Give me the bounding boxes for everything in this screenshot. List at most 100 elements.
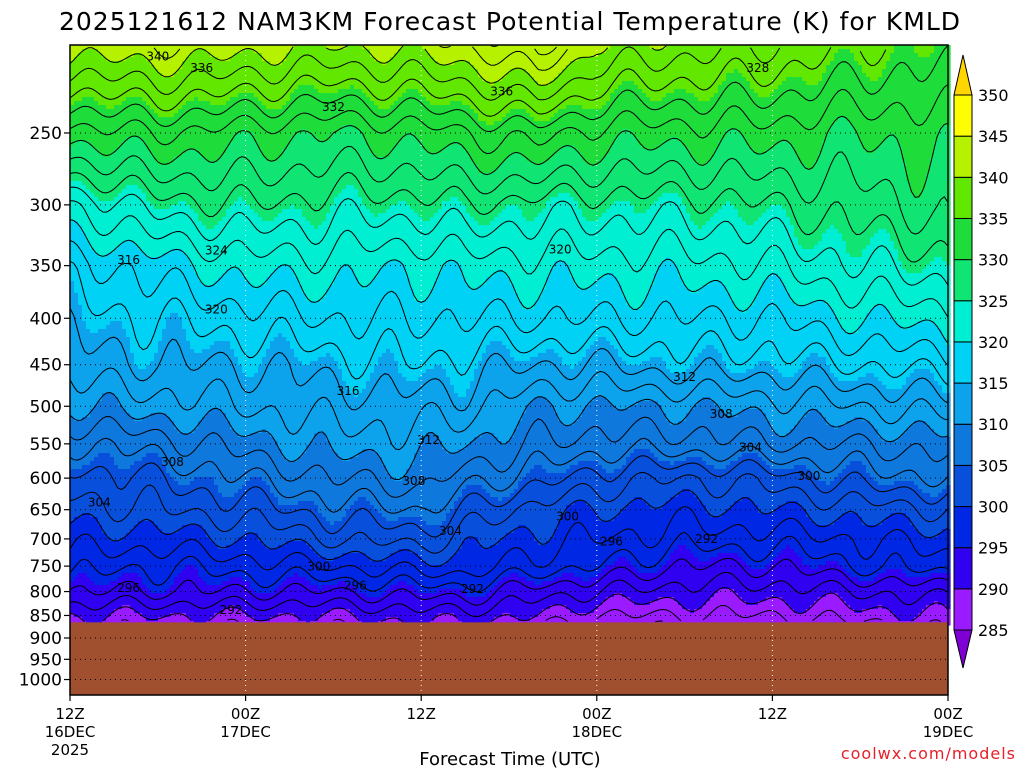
colorbar-arrow-low <box>953 629 973 669</box>
contour-label: 300 <box>556 509 579 523</box>
y-tick-label: 500 <box>30 397 62 417</box>
colorbar-swatch <box>953 135 973 178</box>
x-tick-time: 00Z <box>933 705 962 723</box>
colorbar-swatch <box>953 94 973 137</box>
x-tick-date: 17DEC <box>220 723 271 741</box>
contour-label: 332 <box>322 100 345 114</box>
temperature-fill <box>70 45 951 626</box>
contour-label: 308 <box>161 455 184 469</box>
y-tick-label: 850 <box>30 606 62 626</box>
colorbar-swatch <box>953 217 973 261</box>
contour-label: 292 <box>695 532 718 546</box>
colorbar-label: 310 <box>978 415 1009 434</box>
colorbar-label: 345 <box>978 127 1009 146</box>
contour-line-342 <box>153 45 568 71</box>
y-tick-label: 600 <box>30 469 62 489</box>
contour-line-322 <box>69 200 949 318</box>
contour-line-326 <box>69 171 949 263</box>
colorbar-label: 320 <box>978 333 1009 352</box>
contour-line-304 <box>69 455 949 538</box>
contour-label: 304 <box>739 440 762 454</box>
x-tick-date: 16DEC <box>45 723 96 741</box>
colorbar-label: 295 <box>978 539 1009 558</box>
contour-line-314 <box>69 307 949 412</box>
colorbar-label: 315 <box>978 374 1009 393</box>
y-tick-label: 800 <box>30 583 62 603</box>
colorbar-swatch <box>953 588 973 631</box>
contour-line-318 <box>69 240 949 367</box>
contour-line-324 <box>69 186 949 286</box>
contour-label: 308 <box>710 407 733 421</box>
colorbar-arrow-high <box>953 54 973 96</box>
y-tick-label: 1000 <box>19 671 62 691</box>
contour-label: 296 <box>117 581 140 595</box>
contour-line-312 <box>69 367 949 451</box>
y-tick-label: 350 <box>30 257 62 277</box>
plot-area: 340 336 336 328 332 324 316 320 320 316 312 312 308 3… <box>69 44 951 696</box>
y-tick-label: 450 <box>30 356 62 376</box>
contour-label: 324 <box>205 244 228 258</box>
colorbar-swatch <box>953 547 973 590</box>
contour-label: 336 <box>190 61 213 75</box>
contour-line-298 <box>69 505 949 578</box>
contour-label: 320 <box>205 302 228 316</box>
contour-line-330 <box>69 115 949 198</box>
contour-label: 296 <box>600 535 623 549</box>
colorbar-swatch <box>953 506 973 549</box>
contour-label: 296 <box>344 579 367 593</box>
chart-title: 2025121612 NAM3KM Forecast Potential Tem… <box>59 7 961 36</box>
contour-line-306 <box>69 437 949 514</box>
y-tick-label: 900 <box>30 629 62 649</box>
x-tick-time: 00Z <box>231 705 260 723</box>
contour-line-302 <box>69 471 949 554</box>
colorbar-label: 285 <box>978 621 1009 640</box>
contour-line-300 <box>69 489 949 568</box>
colorbar-swatch <box>953 382 973 425</box>
contour-label: 340 <box>146 50 169 64</box>
pressure-axis: 250 300 350 400 450 500 550 600 650 700 750 800 850 9… <box>19 124 70 691</box>
contour-label: 308 <box>402 474 425 488</box>
contour-line-308 <box>69 415 949 498</box>
contour-label: 300 <box>798 469 821 483</box>
contour-lines <box>69 44 949 623</box>
x-tick-year: 2025 <box>51 741 89 759</box>
colorbar-label: 335 <box>978 209 1009 228</box>
y-tick-label: 300 <box>30 196 62 216</box>
contour-line-292 <box>69 571 949 618</box>
ground-below-surface <box>70 622 948 695</box>
contour-line-344 <box>490 45 557 56</box>
x-tick-time: 12Z <box>758 705 787 723</box>
contour-line-336 <box>69 47 887 117</box>
contour-label: 312 <box>417 433 440 447</box>
colorbar-label: 300 <box>978 498 1009 517</box>
y-tick-label: 700 <box>30 530 62 550</box>
contour-label: 292 <box>461 582 484 596</box>
x-tick-time: 12Z <box>407 705 436 723</box>
colorbar-label: 330 <box>978 251 1009 270</box>
x-axis-label: Forecast Time (UTC) <box>419 749 600 768</box>
grid-lines <box>70 45 948 695</box>
y-tick-label: 650 <box>30 501 62 521</box>
contour-line-334 <box>69 44 949 133</box>
contour-line-320 <box>69 219 949 344</box>
x-tick-time: 00Z <box>582 705 611 723</box>
colorbar-swatch <box>953 300 973 343</box>
contour-line-290 <box>69 586 949 623</box>
y-tick-label: 950 <box>30 650 62 670</box>
contour-line-338 <box>69 46 781 101</box>
y-tick-label: 250 <box>30 124 62 144</box>
x-tick-date: 19DEC <box>923 723 974 741</box>
colorbar-label: 340 <box>978 168 1009 187</box>
contour-line-310 <box>69 391 949 481</box>
y-tick-label: 400 <box>30 309 62 329</box>
contour-label: 300 <box>307 560 330 574</box>
colorbar-swatch <box>953 341 973 384</box>
y-tick-label: 750 <box>30 557 62 577</box>
contour-label: 292 <box>220 603 243 617</box>
contour-line-288 <box>121 604 941 623</box>
colorbar-swatch <box>953 464 973 508</box>
contour-line-332 <box>69 84 949 155</box>
x-tick-time: 12Z <box>55 705 84 723</box>
plot-frame <box>69 44 949 696</box>
